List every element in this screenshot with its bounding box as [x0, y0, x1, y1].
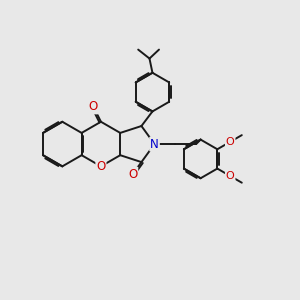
Text: O: O	[96, 160, 106, 173]
Text: O: O	[89, 100, 98, 113]
Text: O: O	[226, 137, 235, 147]
Text: N: N	[150, 138, 159, 151]
Text: O: O	[128, 168, 137, 181]
Text: O: O	[226, 171, 235, 181]
